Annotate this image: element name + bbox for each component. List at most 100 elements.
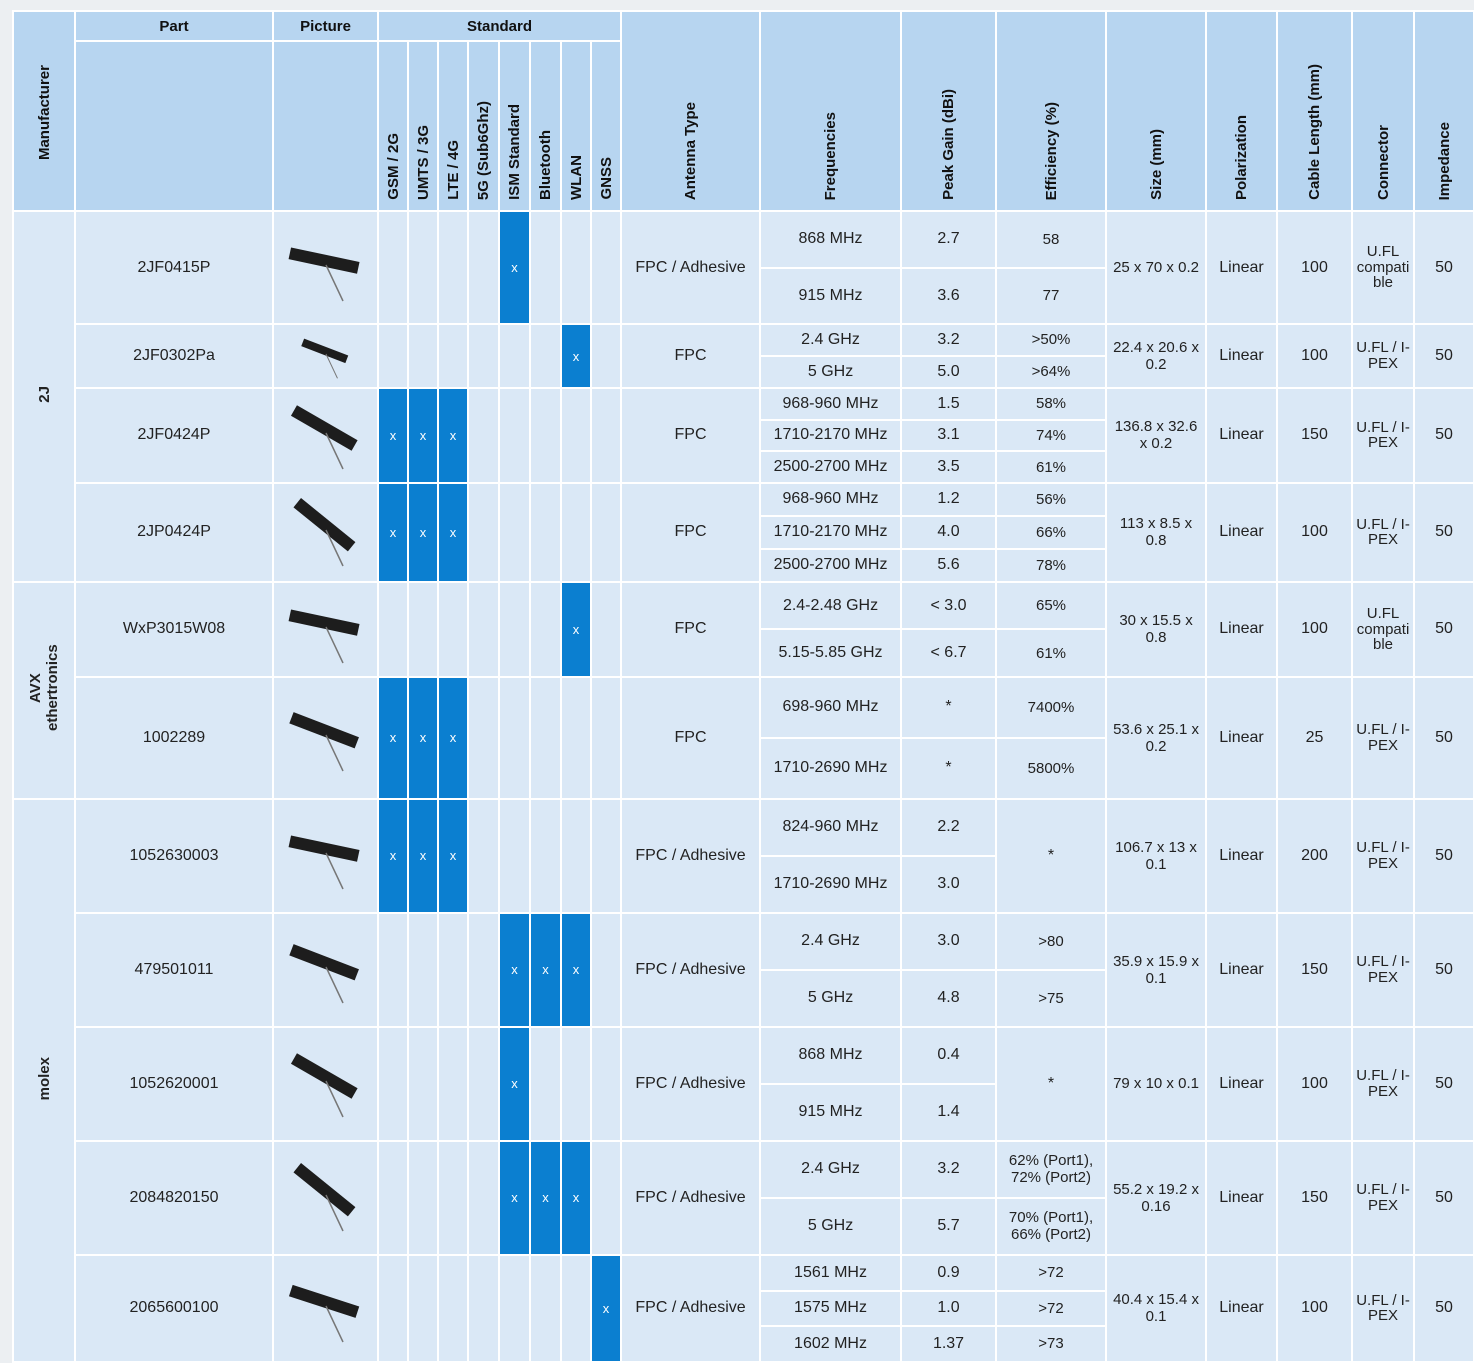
size-cell: 25 x 70 x 0.2 <box>1105 210 1208 325</box>
size-cell: 113 x 8.5 x 0.8 <box>1105 481 1208 583</box>
standard-cell <box>437 1253 469 1363</box>
impedance-cell: 50 <box>1413 1139 1474 1256</box>
standard-cell <box>467 675 500 800</box>
efficiency-cell: >80 <box>995 911 1108 971</box>
impedance-cell: 50 <box>1413 797 1474 914</box>
standard-cell <box>529 1025 562 1142</box>
standard-mark: x <box>407 797 439 914</box>
table-row: 1052620001 x FPC / Adhesive 868 MHz 0.4 * 79 x… <box>13 1025 1474 1142</box>
table-row: 1602 MHz 1.37 >73 <box>13 1325 1474 1363</box>
impedance-cell: 50 <box>1413 911 1474 1028</box>
header-cell: Standard <box>376 10 623 42</box>
header-cell: Bluetooth <box>529 40 562 212</box>
standard-cell <box>498 797 531 914</box>
standard-cell <box>377 1139 409 1256</box>
header-text: UMTS / 3G <box>414 124 432 200</box>
standard-cell <box>467 387 500 484</box>
header-cell: Picture <box>272 10 379 42</box>
header-cell: Connector <box>1351 10 1416 212</box>
standard-cell <box>467 323 500 389</box>
gain-cell: 1.4 <box>900 1082 998 1142</box>
standard-cell <box>589 797 623 914</box>
header-text: GNSS <box>597 157 615 200</box>
table-row: 2J 2JF0415P x FPC / Adhesive 868 MHz 2.7 58 25 … <box>12 210 1474 583</box>
manufacturer-name: AVX ethertronics <box>27 645 61 732</box>
standard-mark: x <box>407 481 439 583</box>
standard-cell <box>467 1253 500 1363</box>
header-cell: 5G (Sub6Ghz) <box>467 40 500 212</box>
standard-cell <box>407 1139 439 1256</box>
frequency-cell: 1710-2690 MHz <box>759 736 903 800</box>
standard-cell <box>529 481 562 583</box>
standard-cell <box>377 1253 409 1363</box>
connector-cell: U.FL / I-PEX <box>1351 911 1416 1028</box>
frequency-cell: 5 GHz <box>759 1196 903 1256</box>
efficiency-cell: >50% <box>995 323 1108 357</box>
header-text: GSM / 2G <box>384 133 402 200</box>
header-text: Polarization <box>1233 114 1251 200</box>
header-text: 5G (Sub6Ghz) <box>475 100 492 200</box>
cable-length-cell: 100 <box>1276 580 1354 678</box>
standard-cell <box>529 675 562 800</box>
header-cell: LTE / 4G <box>437 40 469 212</box>
frequency-cell: 868 MHz <box>759 210 903 269</box>
standard-cell <box>589 210 623 325</box>
efficiency-cell: 61% <box>995 450 1108 484</box>
frequency-cell: 5.15-5.85 GHz <box>759 628 903 678</box>
size-cell: 40.4 x 15.4 x 0.1 <box>1105 1253 1208 1363</box>
connector-cell: U.FL / I-PEX <box>1351 1253 1416 1363</box>
standard-cell <box>407 1253 439 1363</box>
table-row: 1710-2170 MHz 4.0 66% <box>13 514 1474 550</box>
standard-cell <box>498 387 531 484</box>
efficiency-cell: 77 <box>995 266 1108 325</box>
table-row: 1002289 x x x FPC 698-960 MHz * 7400% 53.6 x 25.… <box>13 675 1474 800</box>
standard-cell <box>529 210 562 325</box>
antenna-picture <box>288 609 360 664</box>
gain-cell: 5.6 <box>900 547 998 583</box>
frequency-cell: 2500-2700 MHz <box>759 450 903 484</box>
manufacturer-cell: AVX ethertronics <box>12 580 76 800</box>
impedance-cell: 50 <box>1413 1253 1474 1363</box>
antenna-picture <box>288 944 359 1004</box>
antenna-table: Manufacturer Part Picture Standard Anten… <box>12 10 1474 1363</box>
efficiency-cell: >72 <box>995 1253 1108 1292</box>
cable-length-cell: 25 <box>1276 675 1354 800</box>
gain-cell: 4.0 <box>900 514 998 550</box>
frequency-cell: 968-960 MHz <box>759 481 903 517</box>
connector-cell: U.FL / I-PEX <box>1351 1025 1416 1142</box>
part-cell: WxP3015W08 <box>74 580 274 678</box>
standard-cell <box>437 210 469 325</box>
efficiency-cell: * <box>995 797 1108 914</box>
table-row: 915 MHz 3.6 77 <box>13 266 1474 325</box>
gain-cell: 3.1 <box>900 418 998 453</box>
frequency-cell: 698-960 MHz <box>759 675 903 739</box>
standard-mark: x <box>529 911 562 1028</box>
gain-cell: 3.0 <box>900 854 998 914</box>
standard-cell <box>467 1025 500 1142</box>
polarization-cell: Linear <box>1205 1025 1279 1142</box>
standard-cell <box>407 210 439 325</box>
standard-cell <box>498 481 531 583</box>
frequency-cell: 824-960 MHz <box>759 797 903 857</box>
gain-cell: 1.0 <box>900 1289 998 1328</box>
connector-cell: U.FL / I-PEX <box>1351 797 1416 914</box>
picture-cell <box>272 210 379 325</box>
table-row: 2500-2700 MHz 3.5 61% <box>13 450 1474 484</box>
header-cell: ISM Standard <box>498 40 531 212</box>
standard-mark: x <box>437 481 469 583</box>
standard-mark: x <box>529 1139 562 1256</box>
table-row: 915 MHz 1.4 <box>13 1082 1474 1142</box>
standard-cell <box>407 1025 439 1142</box>
standard-cell <box>467 580 500 678</box>
size-cell: 136.8 x 32.6 x 0.2 <box>1105 387 1208 484</box>
standard-cell <box>498 675 531 800</box>
standard-mark: x <box>498 1025 531 1142</box>
antenna-picture <box>292 1163 355 1232</box>
table-row: 2JF0424P x x x FPC 968-960 MHz 1.5 58% 136.8 x 3… <box>13 387 1474 484</box>
antenna-type-cell: FPC <box>620 675 762 800</box>
standard-cell <box>589 1025 623 1142</box>
antenna-type-cell: FPC / Adhesive <box>620 210 762 325</box>
gain-cell: 5.7 <box>900 1196 998 1256</box>
header-text: WLAN <box>567 155 585 200</box>
part-cell: 2JF0302Pa <box>74 323 274 389</box>
